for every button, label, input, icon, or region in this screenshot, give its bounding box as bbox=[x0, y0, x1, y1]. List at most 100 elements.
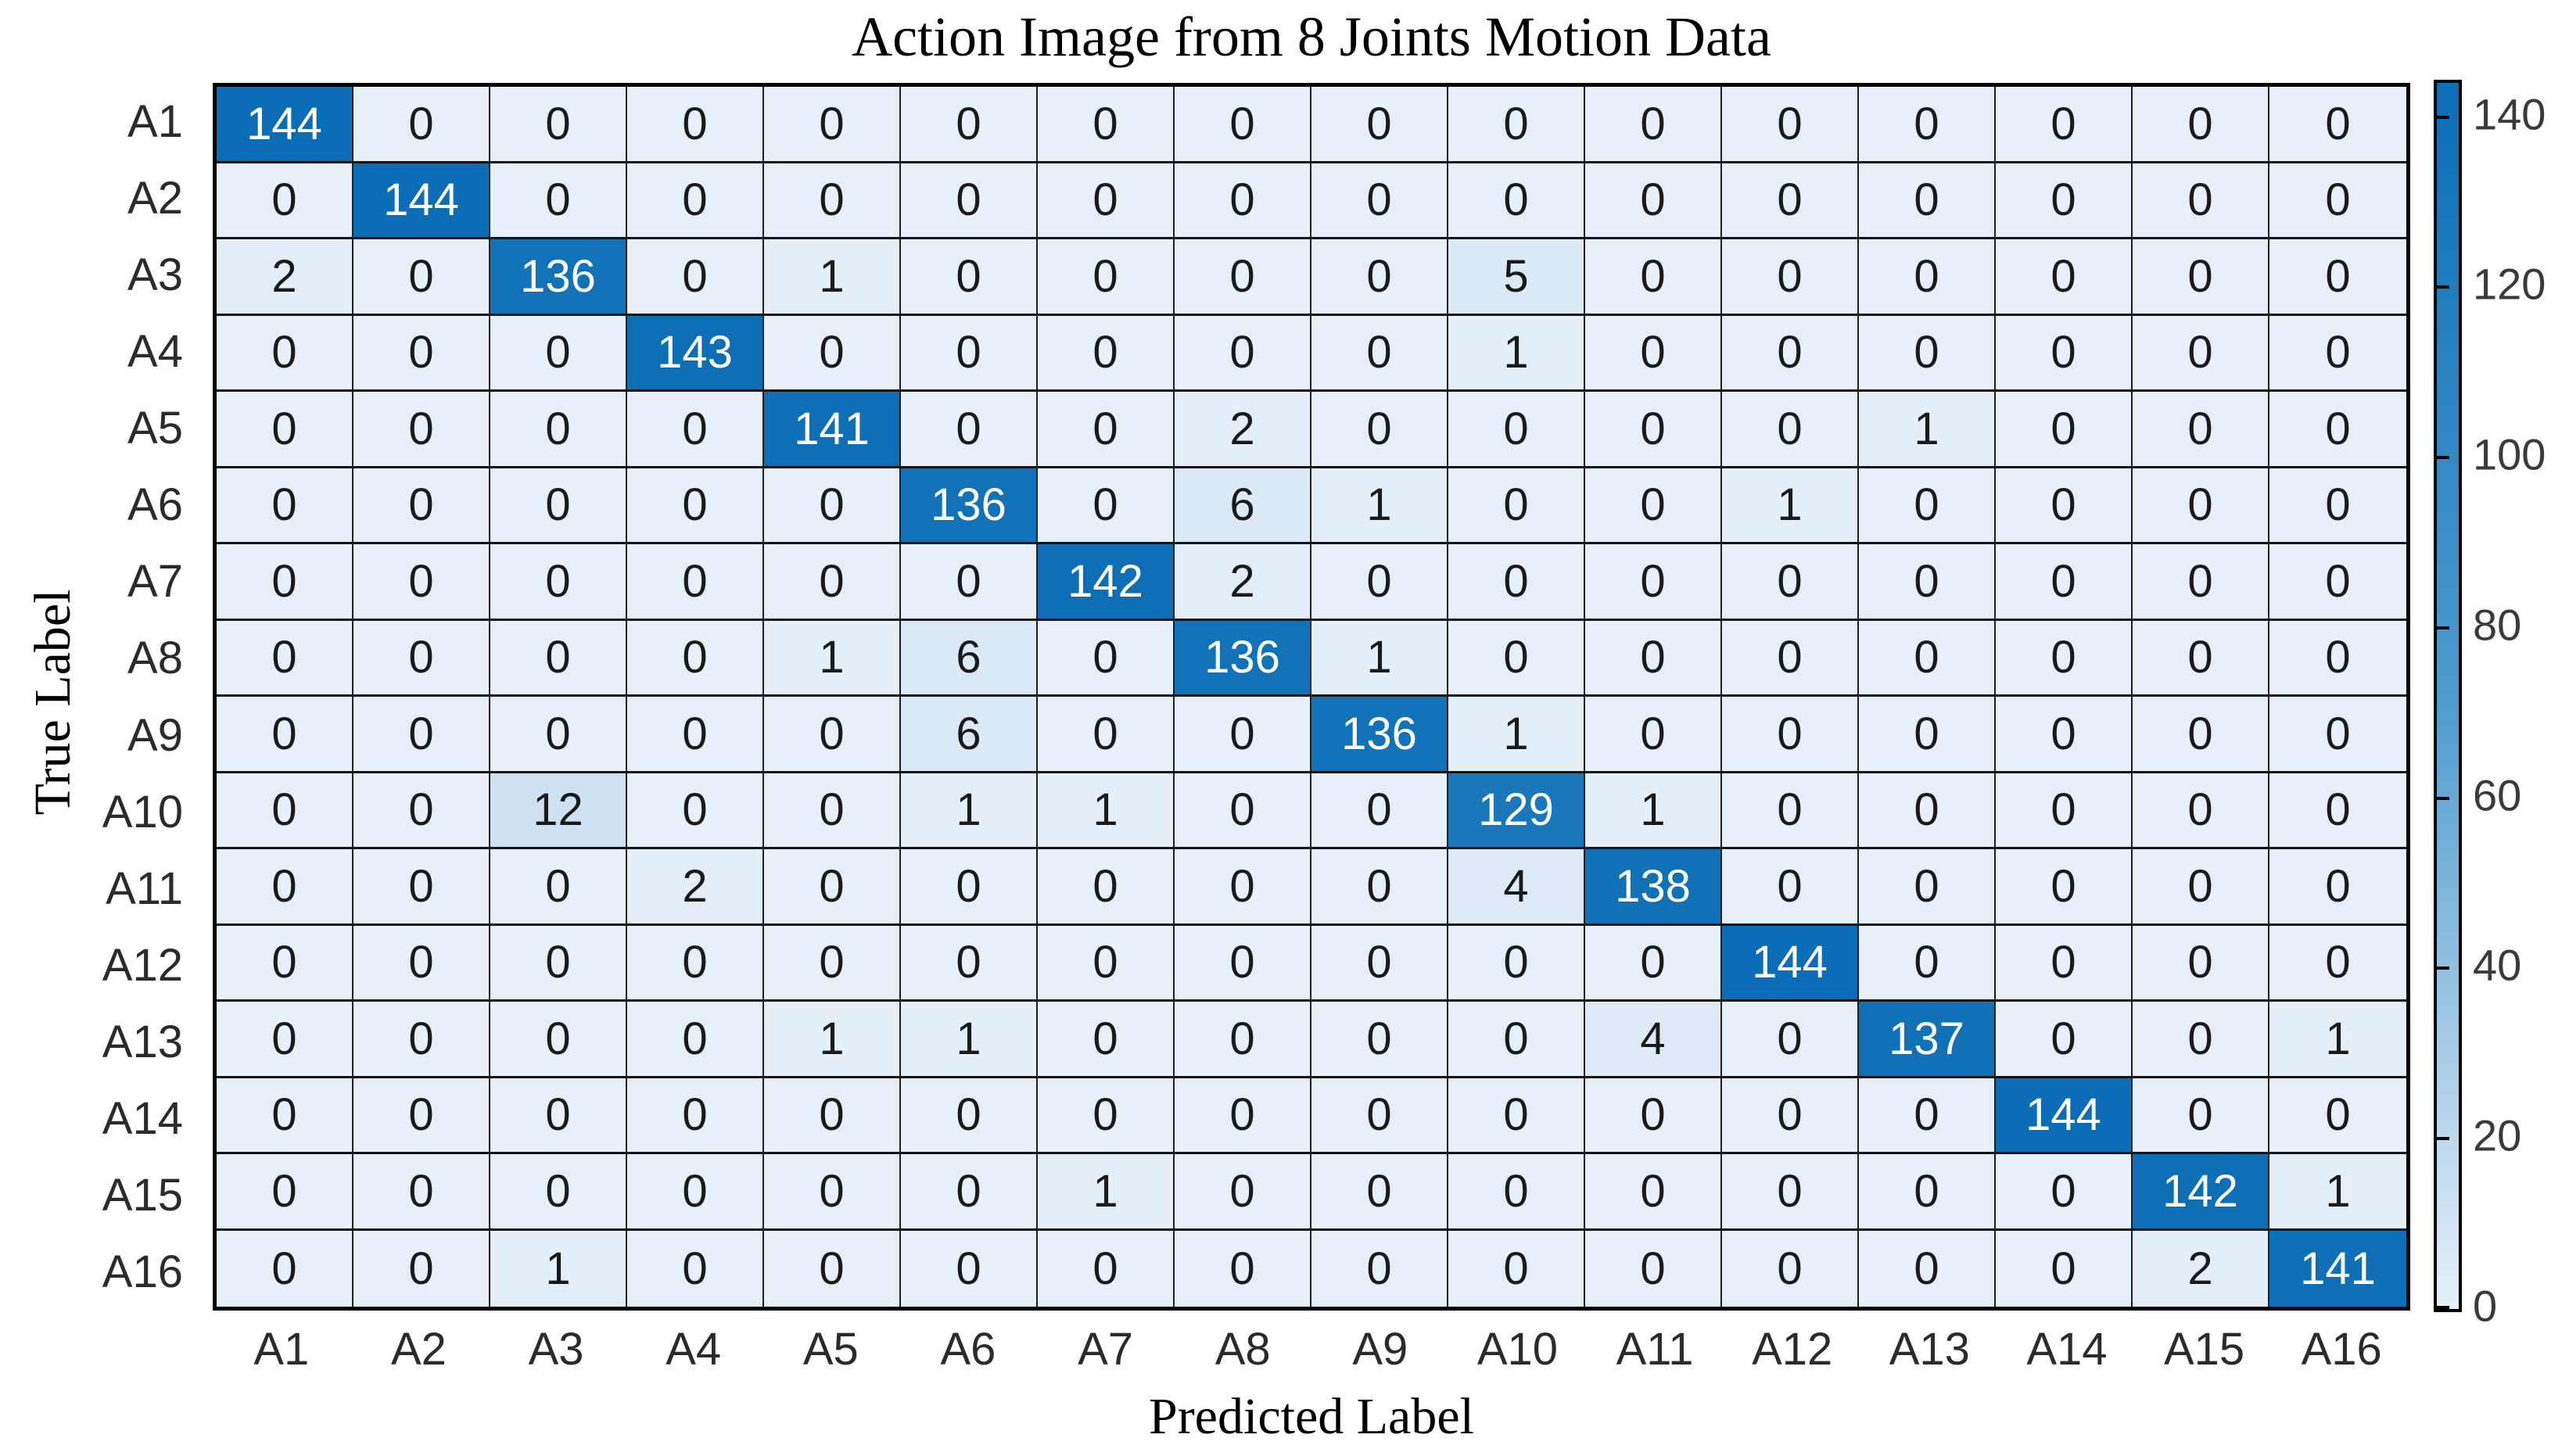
matrix-cell: 0 bbox=[1996, 392, 2133, 468]
matrix-cell: 0 bbox=[353, 1154, 490, 1231]
matrix-cell: 0 bbox=[627, 87, 764, 163]
matrix-cell: 0 bbox=[1996, 620, 2133, 697]
matrix-cell: 0 bbox=[627, 620, 764, 697]
matrix-cell: 0 bbox=[2269, 468, 2406, 544]
matrix-cell: 0 bbox=[1175, 1002, 1311, 1078]
colorbar-tick-label: 0 bbox=[2473, 1281, 2498, 1331]
matrix-cell: 0 bbox=[2133, 87, 2269, 163]
matrix-cell: 0 bbox=[2269, 620, 2406, 697]
matrix-cell: 0 bbox=[1585, 925, 1722, 1002]
matrix-cell: 1 bbox=[1448, 315, 1585, 392]
matrix-cell: 0 bbox=[2133, 392, 2269, 468]
matrix-cell: 0 bbox=[1175, 1154, 1311, 1231]
matrix-cell: 2 bbox=[627, 849, 764, 926]
matrix-cell: 0 bbox=[1722, 392, 1859, 468]
matrix-cell: 0 bbox=[1859, 315, 1996, 392]
matrix-cell: 2 bbox=[1175, 392, 1311, 468]
colorbar-tick-mark bbox=[2437, 796, 2449, 800]
matrix-cell: 0 bbox=[1038, 1002, 1175, 1078]
matrix-cell: 0 bbox=[2133, 1078, 2269, 1154]
matrix-cell: 0 bbox=[1859, 925, 1996, 1002]
matrix-cell: 0 bbox=[901, 315, 1038, 392]
matrix-cell: 0 bbox=[901, 544, 1038, 621]
matrix-cell: 0 bbox=[1311, 239, 1448, 316]
x-tick-label: A16 bbox=[2301, 1324, 2382, 1375]
matrix-cell: 0 bbox=[1859, 468, 1996, 544]
matrix-cell: 0 bbox=[2269, 697, 2406, 773]
matrix-cell: 6 bbox=[901, 697, 1038, 773]
matrix-cell: 0 bbox=[1722, 544, 1859, 621]
colorbar-tick-mark bbox=[2437, 626, 2449, 629]
y-tick-label: A4 bbox=[127, 325, 183, 377]
matrix-cell: 0 bbox=[1859, 87, 1996, 163]
matrix-cell: 0 bbox=[1722, 163, 1859, 239]
matrix-cell: 0 bbox=[217, 1230, 353, 1307]
matrix-cell: 0 bbox=[1585, 392, 1722, 468]
y-tick-label: A8 bbox=[127, 633, 183, 684]
matrix-cell: 0 bbox=[1722, 773, 1859, 849]
matrix-cell: 1 bbox=[1448, 697, 1585, 773]
matrix-cell: 0 bbox=[1175, 239, 1311, 316]
matrix-cell: 12 bbox=[490, 773, 627, 849]
matrix-cell: 0 bbox=[1859, 239, 1996, 316]
colorbar-tick-mark bbox=[2437, 1306, 2449, 1309]
matrix-cell: 0 bbox=[490, 1078, 627, 1154]
matrix-cell: 0 bbox=[1585, 697, 1722, 773]
matrix-cell: 0 bbox=[1311, 925, 1448, 1002]
matrix-cell: 0 bbox=[2269, 544, 2406, 621]
matrix-cell: 1 bbox=[764, 239, 901, 316]
matrix-cell: 0 bbox=[1585, 1230, 1722, 1307]
x-tick-label: A11 bbox=[1616, 1324, 1694, 1375]
matrix-cell: 0 bbox=[627, 392, 764, 468]
matrix-cell: 0 bbox=[217, 468, 353, 544]
x-tick-label: A8 bbox=[1215, 1324, 1271, 1375]
matrix-cell: 0 bbox=[1722, 849, 1859, 926]
matrix-cell: 0 bbox=[1311, 1230, 1448, 1307]
matrix-cell: 1 bbox=[1311, 468, 1448, 544]
matrix-cell: 0 bbox=[1038, 1230, 1175, 1307]
heatmap-grid: 144 0 0 0 0 0 0 0 0 0 0 0 0 0 0 0 0 144 0 0 0 0 0 0 0 0 0 0 0 0 0 0 2 0 13… bbox=[213, 83, 2410, 1311]
matrix-cell: 0 bbox=[2133, 773, 2269, 849]
matrix-cell: 0 bbox=[1448, 87, 1585, 163]
matrix-cell: 0 bbox=[901, 925, 1038, 1002]
y-tick-label: A7 bbox=[127, 556, 183, 608]
matrix-cell: 136 bbox=[1175, 620, 1311, 697]
colorbar bbox=[2434, 80, 2462, 1312]
matrix-cell: 0 bbox=[1448, 925, 1585, 1002]
matrix-cell: 0 bbox=[1722, 315, 1859, 392]
matrix-cell: 0 bbox=[627, 1002, 764, 1078]
chart-title: Action Image from 8 Joints Motion Data bbox=[852, 5, 1771, 68]
matrix-cell: 0 bbox=[1859, 163, 1996, 239]
matrix-cell: 0 bbox=[490, 697, 627, 773]
matrix-cell: 0 bbox=[2133, 1002, 2269, 1078]
matrix-cell: 0 bbox=[1448, 1002, 1585, 1078]
matrix-cell: 0 bbox=[1996, 697, 2133, 773]
matrix-cell: 0 bbox=[490, 315, 627, 392]
matrix-cell: 0 bbox=[1311, 315, 1448, 392]
matrix-cell: 0 bbox=[1722, 239, 1859, 316]
matrix-cell: 0 bbox=[2269, 315, 2406, 392]
matrix-cell: 0 bbox=[1038, 697, 1175, 773]
x-axis-title: Predicted Label bbox=[1149, 1388, 1474, 1445]
matrix-cell: 0 bbox=[2133, 544, 2269, 621]
y-tick-label: A5 bbox=[127, 403, 183, 454]
matrix-cell: 0 bbox=[353, 1002, 490, 1078]
matrix-cell: 0 bbox=[1859, 849, 1996, 926]
matrix-cell: 0 bbox=[764, 87, 901, 163]
matrix-cell: 0 bbox=[1175, 697, 1311, 773]
matrix-cell: 0 bbox=[217, 849, 353, 926]
colorbar-tick-label: 80 bbox=[2473, 600, 2522, 650]
matrix-cell: 0 bbox=[353, 697, 490, 773]
matrix-cell: 129 bbox=[1448, 773, 1585, 849]
matrix-cell: 0 bbox=[490, 1154, 627, 1231]
matrix-cell: 0 bbox=[764, 468, 901, 544]
matrix-cell: 0 bbox=[901, 1078, 1038, 1154]
matrix-cell: 143 bbox=[627, 315, 764, 392]
colorbar-tick-mark bbox=[2437, 966, 2449, 970]
matrix-cell: 0 bbox=[627, 697, 764, 773]
x-axis-tick-labels: A1 A2 A3 A4 A5 A6 A7 A8 A9 A10 A11 A12 A13 A14 A15 A16 bbox=[213, 1323, 2410, 1378]
matrix-cell: 0 bbox=[2133, 925, 2269, 1002]
matrix-cell: 0 bbox=[1585, 315, 1722, 392]
matrix-cell: 0 bbox=[1038, 468, 1175, 544]
matrix-cell: 0 bbox=[901, 1154, 1038, 1231]
